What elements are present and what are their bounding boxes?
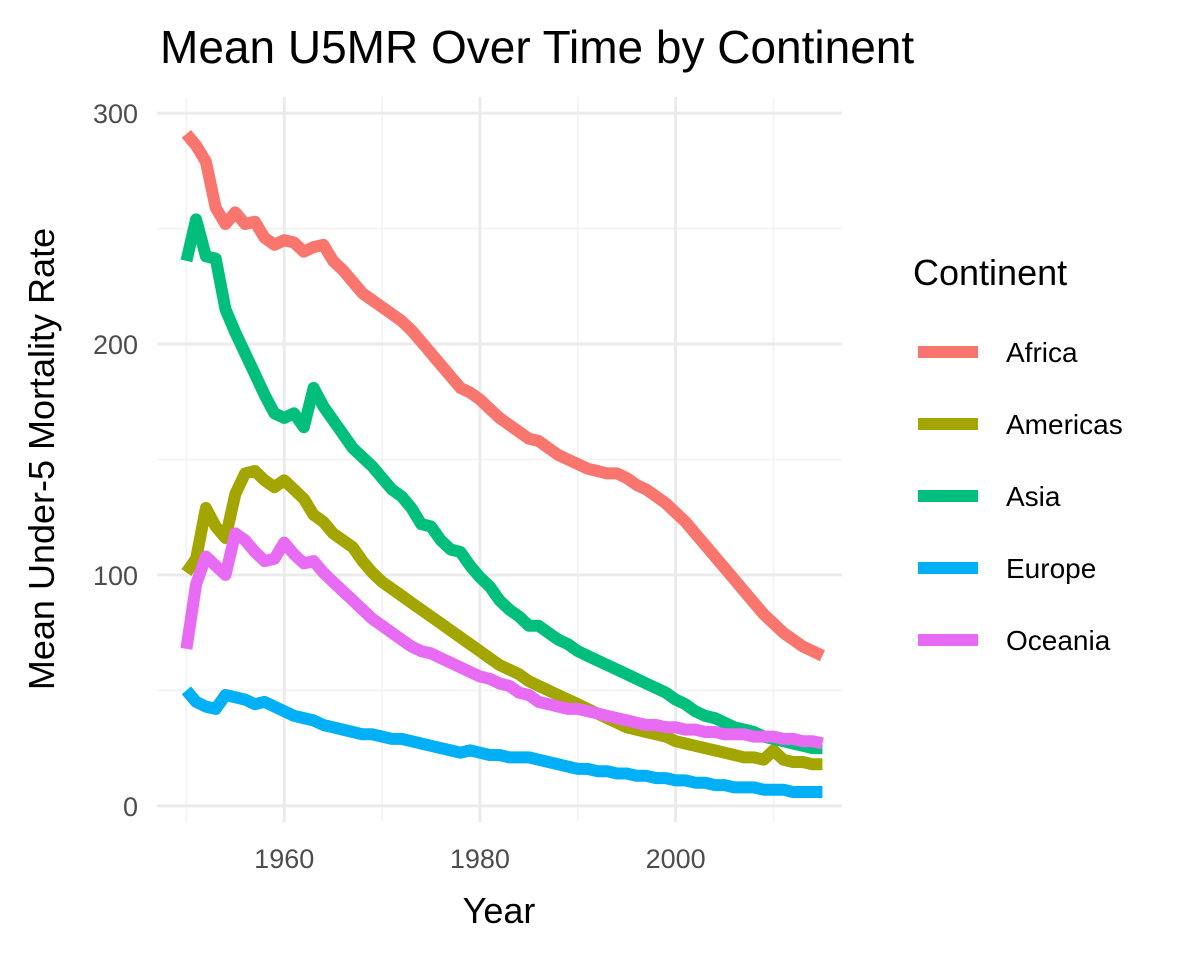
series-line-oceania bbox=[180, 527, 824, 750]
chart-title: Mean U5MR Over Time by Continent bbox=[160, 21, 914, 73]
series-line-europe bbox=[181, 686, 823, 798]
legend-label-asia: Asia bbox=[1006, 481, 1061, 512]
legend-label-africa: Africa bbox=[1006, 337, 1078, 368]
legend-entries: Africa Americas Asia Europe Oceania bbox=[918, 337, 1123, 656]
series-line-americas bbox=[181, 465, 823, 771]
legend-label-oceania: Oceania bbox=[1006, 625, 1111, 656]
legend: Continent Africa Americas Asia Europe Oceani… bbox=[913, 252, 1123, 656]
y-axis-label: Mean Under-5 Mortality Rate bbox=[21, 228, 62, 690]
legend-title: Continent bbox=[913, 252, 1067, 293]
x-tick-label: 2000 bbox=[646, 844, 706, 874]
x-axis-ticks: 1960 1980 2000 bbox=[254, 844, 706, 874]
y-tick-label: 0 bbox=[123, 792, 138, 822]
x-axis-label: Year bbox=[463, 890, 536, 931]
y-tick-label: 100 bbox=[93, 561, 138, 591]
grid bbox=[157, 97, 842, 822]
series-line-africa bbox=[181, 130, 825, 662]
y-tick-label: 200 bbox=[93, 330, 138, 360]
series-lines bbox=[180, 130, 825, 798]
x-tick-label: 1980 bbox=[450, 844, 510, 874]
y-tick-label: 300 bbox=[93, 99, 138, 129]
series-line-asia bbox=[180, 213, 823, 755]
x-tick-label: 1960 bbox=[254, 844, 314, 874]
legend-label-europe: Europe bbox=[1006, 553, 1096, 584]
y-axis-ticks: 0 100 200 300 bbox=[93, 99, 138, 822]
legend-label-americas: Americas bbox=[1006, 409, 1123, 440]
